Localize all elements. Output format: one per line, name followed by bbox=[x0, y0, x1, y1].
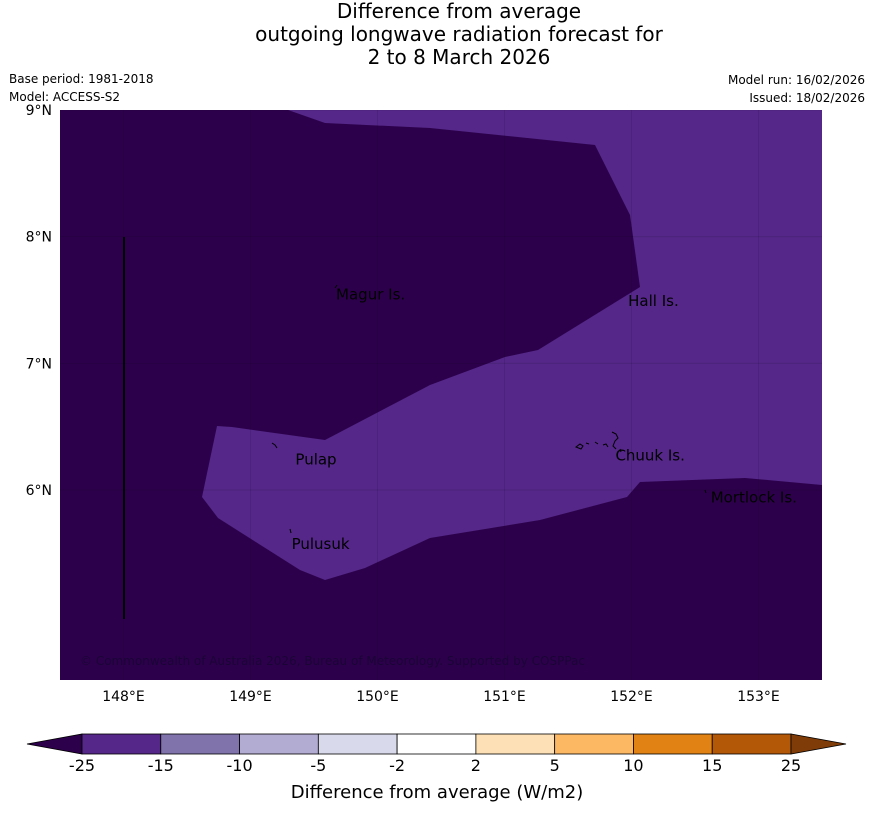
pulap-island-outline bbox=[271, 442, 278, 449]
colorbar-tick-label: 15 bbox=[702, 756, 722, 775]
colorbar-swatch bbox=[396, 733, 477, 755]
meta-right: Model run: 16/02/2026 Issued: 18/02/2026 bbox=[728, 71, 865, 107]
issued-date: Issued: 18/02/2026 bbox=[749, 91, 865, 105]
colorbar-title: Difference from average (W/m2) bbox=[291, 782, 583, 803]
lat-tick-label: 7°N bbox=[26, 356, 52, 372]
place-label: Mortlock Is. bbox=[711, 488, 797, 506]
colorbar-tick-label: 25 bbox=[781, 756, 801, 775]
magur-island-outline bbox=[334, 284, 338, 289]
place-label: Pulap bbox=[295, 450, 336, 468]
place-labels: Magur Is. Hall Is. Pulap Chuuk Is. Mortl… bbox=[292, 286, 797, 554]
longitude-axis: 148°E 149°E 150°E 151°E 152°E 153°E bbox=[102, 689, 780, 705]
colorbar-swatch bbox=[633, 733, 713, 755]
lon-tick-label: 151°E bbox=[483, 689, 526, 705]
colorbar-tick-label: 5 bbox=[550, 756, 560, 775]
colorbar-extend-low bbox=[26, 733, 83, 755]
colorbar-tick-label: -15 bbox=[148, 756, 174, 775]
map-title: Difference from average outgoing longwav… bbox=[0, 0, 873, 69]
colorbar-tick-label: -10 bbox=[226, 756, 252, 775]
colorbar-swatch bbox=[239, 733, 319, 755]
anomaly-contour-region bbox=[202, 110, 822, 580]
colorbar-swatch bbox=[317, 733, 398, 755]
copyright-notice: © Commonwealth of Australia 2026, Bureau… bbox=[80, 654, 585, 668]
island-markers bbox=[271, 284, 707, 534]
lon-tick-label: 148°E bbox=[102, 689, 145, 705]
model-run: Model run: 16/02/2026 bbox=[727, 73, 865, 87]
latitude-axis: 9°N 8°N 7°N 6°N bbox=[26, 103, 52, 499]
colorbar-swatch bbox=[160, 733, 240, 755]
mortlock-island-outline bbox=[704, 489, 707, 494]
chuuk-islands-outline bbox=[574, 431, 622, 453]
colorbar-swatch bbox=[81, 733, 162, 755]
lat-tick-label: 9°N bbox=[26, 103, 52, 119]
colorbar-swatch bbox=[554, 733, 634, 755]
pulusuk-island-outline bbox=[289, 528, 292, 534]
lon-tick-label: 152°E bbox=[610, 689, 653, 705]
title-line-2: outgoing longwave radiation forecast for bbox=[255, 22, 663, 46]
colorbar: -25 -15 -10 -5 -2 2 5 10 15 25 bbox=[26, 733, 847, 775]
base-period: Base period: 1981-2018 bbox=[9, 72, 154, 86]
colorbar-tick-label: -2 bbox=[389, 756, 405, 775]
title-line-3: 2 to 8 March 2026 bbox=[367, 45, 551, 69]
colorbar-extend-high bbox=[790, 733, 847, 755]
model-name: Model: ACCESS-S2 bbox=[9, 90, 121, 104]
lon-tick-label: 150°E bbox=[356, 689, 399, 705]
colorbar-tick-label: -25 bbox=[69, 756, 95, 775]
colorbar-swatch bbox=[711, 733, 792, 755]
place-label: Magur Is. bbox=[336, 286, 405, 304]
colorbar-tick-label: 2 bbox=[471, 756, 481, 775]
meta-left: Base period: 1981-2018 Model: ACCESS-S2 bbox=[9, 70, 154, 106]
colorbar-tick-label: 10 bbox=[623, 756, 643, 775]
title-line-1: Difference from average bbox=[336, 0, 582, 23]
lon-tick-label: 149°E bbox=[229, 689, 272, 705]
place-label: Hall Is. bbox=[628, 292, 679, 310]
lat-tick-label: 6°N bbox=[26, 483, 52, 499]
place-label: Chuuk Is. bbox=[615, 447, 684, 465]
colorbar-tick-label: -5 bbox=[310, 756, 326, 775]
colorbar-swatch bbox=[475, 733, 556, 755]
lat-tick-label: 8°N bbox=[26, 230, 52, 246]
lon-tick-label: 153°E bbox=[737, 689, 780, 705]
place-label: Pulusuk bbox=[292, 535, 350, 553]
